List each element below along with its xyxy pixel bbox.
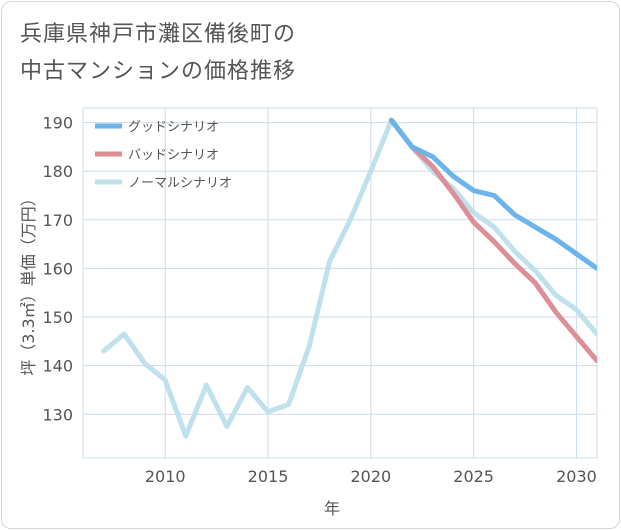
x-axis-title: 年 bbox=[324, 499, 340, 518]
legend-label-normal: ノーマルシナリオ bbox=[128, 176, 232, 191]
y-tick-label: 130 bbox=[42, 405, 73, 424]
y-tick-label: 160 bbox=[42, 259, 73, 278]
series-line-bad bbox=[388, 117, 597, 364]
x-tick-label: 2025 bbox=[453, 467, 494, 486]
y-tick-label: 150 bbox=[42, 308, 73, 327]
x-tick-label: 2030 bbox=[556, 467, 597, 486]
y-tick-label: 170 bbox=[42, 211, 73, 230]
x-tick-label: 2015 bbox=[248, 467, 289, 486]
legend-label-bad: バッドシナリオ bbox=[128, 148, 219, 163]
y-tick-label: 140 bbox=[42, 357, 73, 376]
legend-label-good: グッドシナリオ bbox=[128, 120, 219, 135]
series-line-normal bbox=[101, 117, 597, 439]
y-tick-label: 180 bbox=[42, 162, 73, 181]
series-line-good bbox=[388, 117, 597, 271]
x-tick-label: 2010 bbox=[145, 467, 186, 486]
x-tick-label: 2020 bbox=[350, 467, 391, 486]
plot-frame bbox=[82, 107, 598, 459]
chart-title: 兵庫県神戸市灘区備後町の 中古マンションの価格推移 bbox=[20, 16, 440, 90]
chart-title-line-2: 中古マンションの価格推移 bbox=[20, 59, 297, 84]
y-axis-title: 坪（3.3㎡）単価（万円） bbox=[19, 190, 38, 375]
chart-title-line-1: 兵庫県神戸市灘区備後町の bbox=[20, 22, 297, 47]
y-tick-label: 190 bbox=[42, 114, 73, 133]
